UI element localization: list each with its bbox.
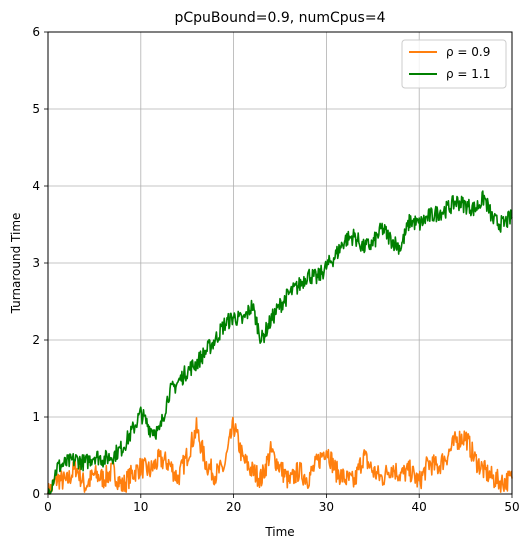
y-tick-label: 0 [32,487,40,501]
series-line-rho-1-1 [47,190,513,495]
y-tick-label: 4 [32,179,40,193]
x-tick-label: 20 [226,500,241,514]
y-tick-label: 5 [32,102,40,116]
axis-ticks: 0 10 20 30 40 50 0 1 2 3 4 5 6 [32,25,519,514]
y-tick-label: 2 [32,333,40,347]
y-tick-label: 6 [32,25,40,39]
x-tick-label: 40 [412,500,427,514]
x-tick-label: 30 [319,500,334,514]
y-tick-label: 1 [32,410,40,424]
series-layer [47,190,513,495]
legend-label-rho-1-1: ρ = 1.1 [446,67,490,81]
series-line-rho-0-9 [47,416,513,495]
x-tick-label: 0 [44,500,52,514]
y-tick-label: 3 [32,256,40,270]
legend-label-rho-0-9: ρ = 0.9 [446,45,490,59]
chart-title: pCpuBound=0.9, numCpus=4 [175,10,386,26]
x-tick-label: 50 [504,500,519,514]
y-axis-label: Turnaround Time [9,213,23,315]
x-tick-label: 10 [133,500,148,514]
x-axis-label: Time [264,525,294,539]
legend: ρ = 0.9 ρ = 1.1 [401,39,507,89]
